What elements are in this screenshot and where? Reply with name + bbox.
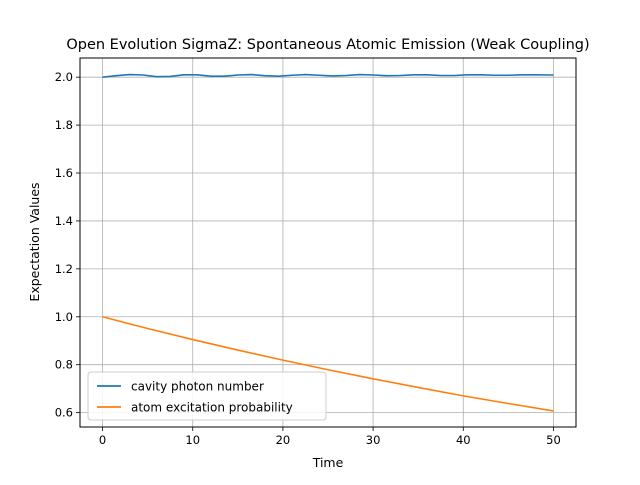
x-tick-label: 50 [546,433,561,447]
legend-label: atom excitation probability [131,401,293,415]
y-axis-ticks: 0.6 0.8 1.0 1.2 1.4 1.6 1.8 2.0 [55,70,80,420]
chart-title: Open Evolution SigmaZ: Spontaneous Atomi… [66,37,589,53]
legend: cavity photon number atom excitation prob… [87,371,327,421]
x-axis-label: Time [312,455,344,470]
grid-lines [80,58,576,427]
y-tick-label: 0.6 [55,406,73,420]
legend-label: cavity photon number [131,380,264,394]
x-tick-label: 10 [185,433,200,447]
cavity-photon-number-line [102,73,554,78]
y-tick-label: 1.4 [55,214,73,228]
y-tick-label: 1.0 [55,310,73,324]
plot-frame [79,57,577,428]
y-tick-label: 0.8 [55,358,73,372]
atom-excitation-probability-line [102,316,554,412]
series-lines [102,73,554,412]
x-tick-label: 30 [366,433,381,447]
y-tick-label: 2.0 [55,70,73,84]
y-axis-label: Expectation Values [27,182,42,301]
x-tick-label: 20 [276,433,291,447]
x-tick-label: 0 [99,433,106,447]
y-tick-label: 1.8 [55,118,73,132]
y-tick-label: 1.6 [55,166,73,180]
y-tick-label: 1.2 [55,262,73,276]
x-axis-ticks: 0 10 20 30 40 50 [99,427,561,447]
x-tick-label: 40 [456,433,471,447]
legend-box [87,371,327,421]
